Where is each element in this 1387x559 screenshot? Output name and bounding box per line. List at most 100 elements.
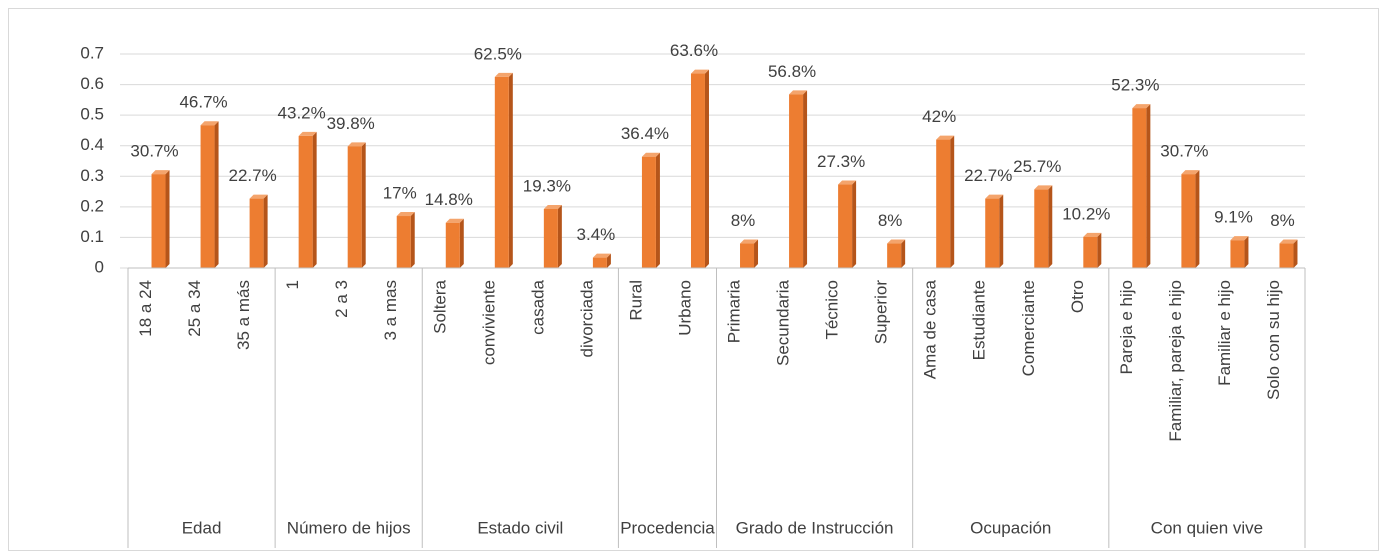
bar bbox=[985, 198, 1000, 268]
value-label: 9.1% bbox=[1214, 208, 1253, 227]
x-tick-label: Familiar, pareja e hijo bbox=[1166, 280, 1185, 442]
bar bbox=[887, 243, 902, 268]
group-label: Grado de Instrucción bbox=[736, 518, 894, 537]
bar-side bbox=[312, 131, 317, 268]
x-tick-label: Secundaria bbox=[774, 279, 793, 366]
bar-top bbox=[347, 142, 366, 147]
value-label: 42% bbox=[922, 107, 956, 126]
y-tick-label: 0.3 bbox=[80, 166, 104, 185]
value-label: 8% bbox=[878, 211, 903, 230]
group-label: Estado civil bbox=[477, 518, 563, 537]
y-tick-label: 0.7 bbox=[80, 43, 104, 62]
bar-side bbox=[901, 239, 906, 268]
group-label: Con quien vive bbox=[1151, 518, 1263, 537]
bar bbox=[445, 222, 460, 268]
bar-side bbox=[459, 218, 464, 268]
value-label: 14.8% bbox=[425, 190, 473, 209]
bar bbox=[543, 208, 558, 268]
bar-side bbox=[1146, 104, 1151, 269]
value-label: 46.7% bbox=[179, 93, 227, 112]
y-tick-label: 0 bbox=[95, 257, 104, 276]
value-label: 52.3% bbox=[1111, 76, 1159, 95]
x-tick-label: 3 a mas bbox=[381, 280, 400, 340]
group-label: Número de hijos bbox=[287, 518, 411, 537]
y-tick-label: 0.6 bbox=[80, 74, 104, 93]
bar-top bbox=[494, 72, 513, 77]
value-label: 30.7% bbox=[130, 142, 178, 161]
bar-top bbox=[789, 90, 808, 95]
bar bbox=[1181, 174, 1196, 268]
bar-top bbox=[936, 135, 955, 140]
bar bbox=[347, 146, 362, 268]
value-label: 22.7% bbox=[229, 166, 277, 185]
value-label: 8% bbox=[1270, 211, 1295, 230]
bar bbox=[641, 156, 656, 268]
x-tick-label: 2 a 3 bbox=[332, 280, 351, 318]
bar bbox=[690, 73, 705, 269]
bar-top bbox=[249, 194, 268, 199]
x-tick-label: Comerciante bbox=[1019, 280, 1038, 376]
bar-side bbox=[557, 204, 562, 268]
bar-side bbox=[361, 142, 366, 268]
bar bbox=[494, 76, 509, 268]
value-label: 19.3% bbox=[523, 176, 571, 195]
bar-top bbox=[985, 194, 1004, 199]
bar bbox=[789, 94, 804, 269]
bar-side bbox=[852, 180, 857, 268]
bar bbox=[1034, 189, 1049, 268]
x-tick-label: Soltera bbox=[430, 279, 449, 333]
bar bbox=[1230, 240, 1245, 268]
bar-side bbox=[1097, 232, 1102, 268]
group-label: Ocupación bbox=[970, 518, 1051, 537]
value-label: 43.2% bbox=[278, 103, 326, 122]
bar bbox=[298, 135, 313, 268]
value-label: 56.8% bbox=[768, 62, 816, 81]
bar-side bbox=[999, 194, 1004, 268]
group-label: Edad bbox=[182, 518, 222, 537]
y-tick-label: 0.2 bbox=[80, 196, 104, 215]
bar bbox=[936, 139, 951, 268]
bar-side bbox=[1195, 170, 1200, 268]
x-tick-label: Estudiante bbox=[970, 280, 989, 360]
bar bbox=[740, 243, 755, 268]
value-label: 27.3% bbox=[817, 152, 865, 171]
bar-top bbox=[1279, 239, 1298, 244]
bar-side bbox=[1293, 239, 1298, 268]
bar-top bbox=[641, 152, 660, 157]
bar-top bbox=[740, 239, 759, 244]
x-tick-label: Urbano bbox=[675, 280, 694, 336]
x-tick-label: Primaria bbox=[725, 279, 744, 343]
bar-side bbox=[410, 212, 415, 268]
value-label: 8% bbox=[731, 211, 756, 230]
x-tick-label: Rural bbox=[626, 280, 645, 321]
group-label: Procedencia bbox=[620, 518, 715, 537]
bar bbox=[592, 257, 607, 268]
bar-top bbox=[838, 180, 857, 185]
x-tick-label: Ama de casa bbox=[921, 279, 940, 379]
y-tick-label: 0.5 bbox=[80, 105, 104, 124]
value-label: 30.7% bbox=[1160, 142, 1208, 161]
bar-side bbox=[950, 135, 955, 268]
bar-top bbox=[1181, 170, 1200, 175]
bar-side bbox=[1048, 185, 1053, 268]
x-tick-label: 18 a 24 bbox=[136, 280, 155, 337]
value-label: 62.5% bbox=[474, 44, 522, 63]
value-label: 3.4% bbox=[577, 225, 616, 244]
bar-side bbox=[165, 170, 170, 268]
bar-top bbox=[396, 212, 415, 217]
x-tick-label: 1 bbox=[283, 280, 302, 289]
y-tick-label: 0.1 bbox=[80, 227, 104, 246]
bar-top bbox=[200, 121, 219, 126]
bar bbox=[1083, 236, 1098, 268]
bar-top bbox=[1083, 232, 1102, 237]
x-tick-label: 25 a 34 bbox=[185, 280, 204, 337]
bar bbox=[200, 125, 215, 268]
bar-side bbox=[263, 194, 268, 268]
bar bbox=[838, 184, 853, 268]
x-tick-label: Familiar e hijo bbox=[1215, 280, 1234, 386]
bar bbox=[1279, 243, 1294, 268]
bar-side bbox=[606, 253, 611, 268]
value-label: 39.8% bbox=[327, 114, 375, 133]
bar-side bbox=[655, 152, 660, 268]
